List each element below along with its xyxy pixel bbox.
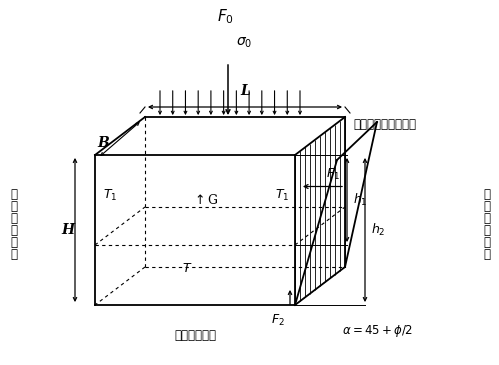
Text: 与非胶结尾砂接触侧: 与非胶结尾砂接触侧 (353, 119, 416, 131)
Text: 充填体暴露侧: 充填体暴露侧 (174, 329, 216, 342)
Text: 围: 围 (10, 200, 17, 212)
Text: 与: 与 (10, 188, 17, 200)
Text: L: L (240, 84, 250, 98)
Text: 接: 接 (484, 223, 491, 237)
Text: 岩: 岩 (10, 211, 17, 224)
Text: 触: 触 (10, 235, 17, 249)
Text: 触: 触 (484, 235, 491, 249)
Text: 接: 接 (10, 223, 17, 237)
Text: $T_1$: $T_1$ (103, 188, 117, 203)
Text: $\sigma_0$: $\sigma_0$ (236, 36, 252, 50)
Text: 侧: 侧 (484, 247, 491, 261)
Text: $F_2$: $F_2$ (271, 313, 285, 328)
Text: $F_1$: $F_1$ (326, 167, 340, 182)
Text: $h_2$: $h_2$ (371, 222, 386, 238)
Text: 围: 围 (484, 200, 491, 212)
Text: $T$: $T$ (182, 262, 192, 276)
Text: 岩: 岩 (484, 211, 491, 224)
Text: H: H (61, 223, 74, 237)
Text: 侧: 侧 (10, 247, 17, 261)
Text: B: B (97, 136, 109, 150)
Text: $\alpha=45+\phi/2$: $\alpha=45+\phi/2$ (342, 323, 413, 339)
Text: $T_1$: $T_1$ (275, 188, 289, 203)
Text: 与: 与 (484, 188, 491, 200)
Text: $h_1$: $h_1$ (353, 192, 368, 208)
Text: $F_0$: $F_0$ (217, 8, 234, 26)
Text: $\uparrow$G: $\uparrow$G (192, 193, 218, 207)
